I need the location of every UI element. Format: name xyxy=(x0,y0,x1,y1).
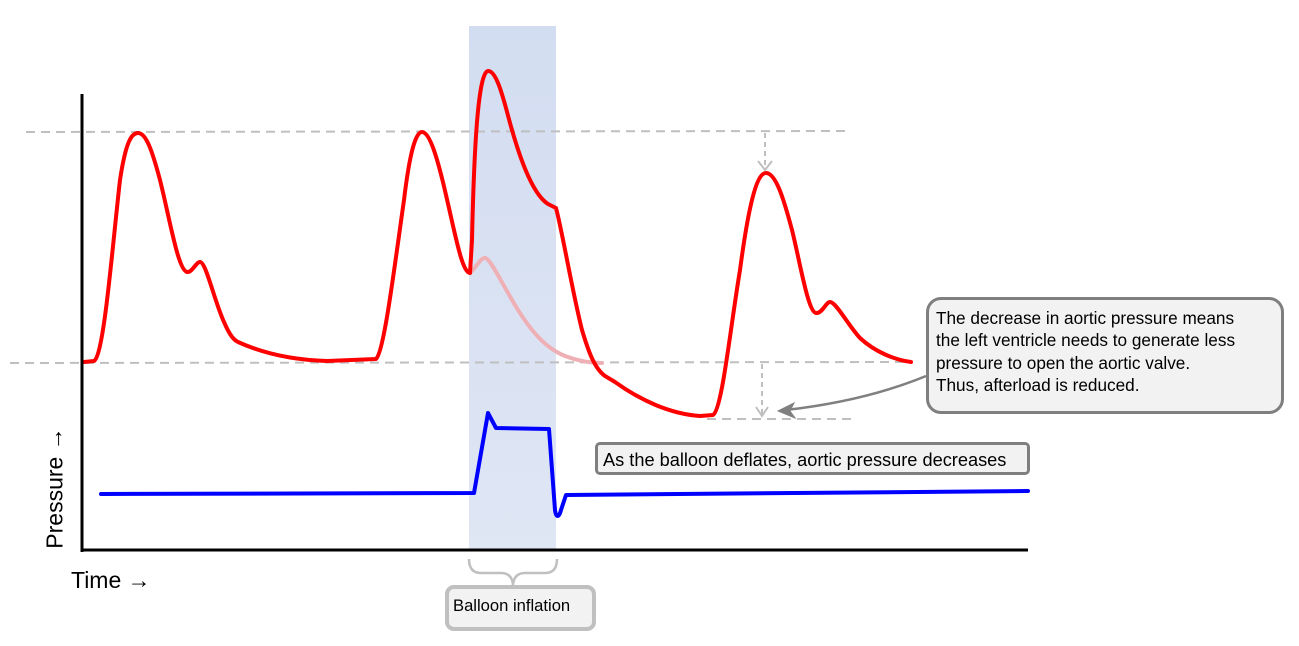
afterload-pointer-arrow xyxy=(785,374,927,412)
deflation-callout: As the balloon deflates, aortic pressure… xyxy=(595,442,1030,475)
peak-drop-arrowhead-icon xyxy=(757,160,773,172)
callout-line: The decrease in aortic pressure means xyxy=(936,308,1235,328)
aortic-pressure-curve xyxy=(82,69,913,418)
peak-pressure-guide xyxy=(25,130,846,133)
callout-line: pressure to open the aortic valve. xyxy=(936,352,1191,373)
diastolic-drop-arrowhead-icon xyxy=(755,406,769,418)
callout-line: the left ventricle needs to generate les… xyxy=(936,330,1236,351)
callout-line: Thus, afterload is reduced. xyxy=(936,374,1140,395)
afterload-pointer-arrowhead-icon xyxy=(776,401,797,420)
balloon-pressure-curve xyxy=(99,411,1030,518)
guide-lines xyxy=(9,130,913,420)
x-axis-label: Time → xyxy=(71,567,151,593)
balloon-inflation-label: Balloon inflation xyxy=(445,585,596,631)
inflation-brace xyxy=(467,558,559,586)
balloon-inflation-band xyxy=(469,26,556,550)
afterload-callout: The decrease in aortic pressure means th… xyxy=(926,297,1284,414)
aortic-pressure-without-balloon-curve xyxy=(468,256,604,365)
end-diastolic-guide xyxy=(9,361,913,364)
y-axis-label: Pressure → xyxy=(41,427,68,549)
